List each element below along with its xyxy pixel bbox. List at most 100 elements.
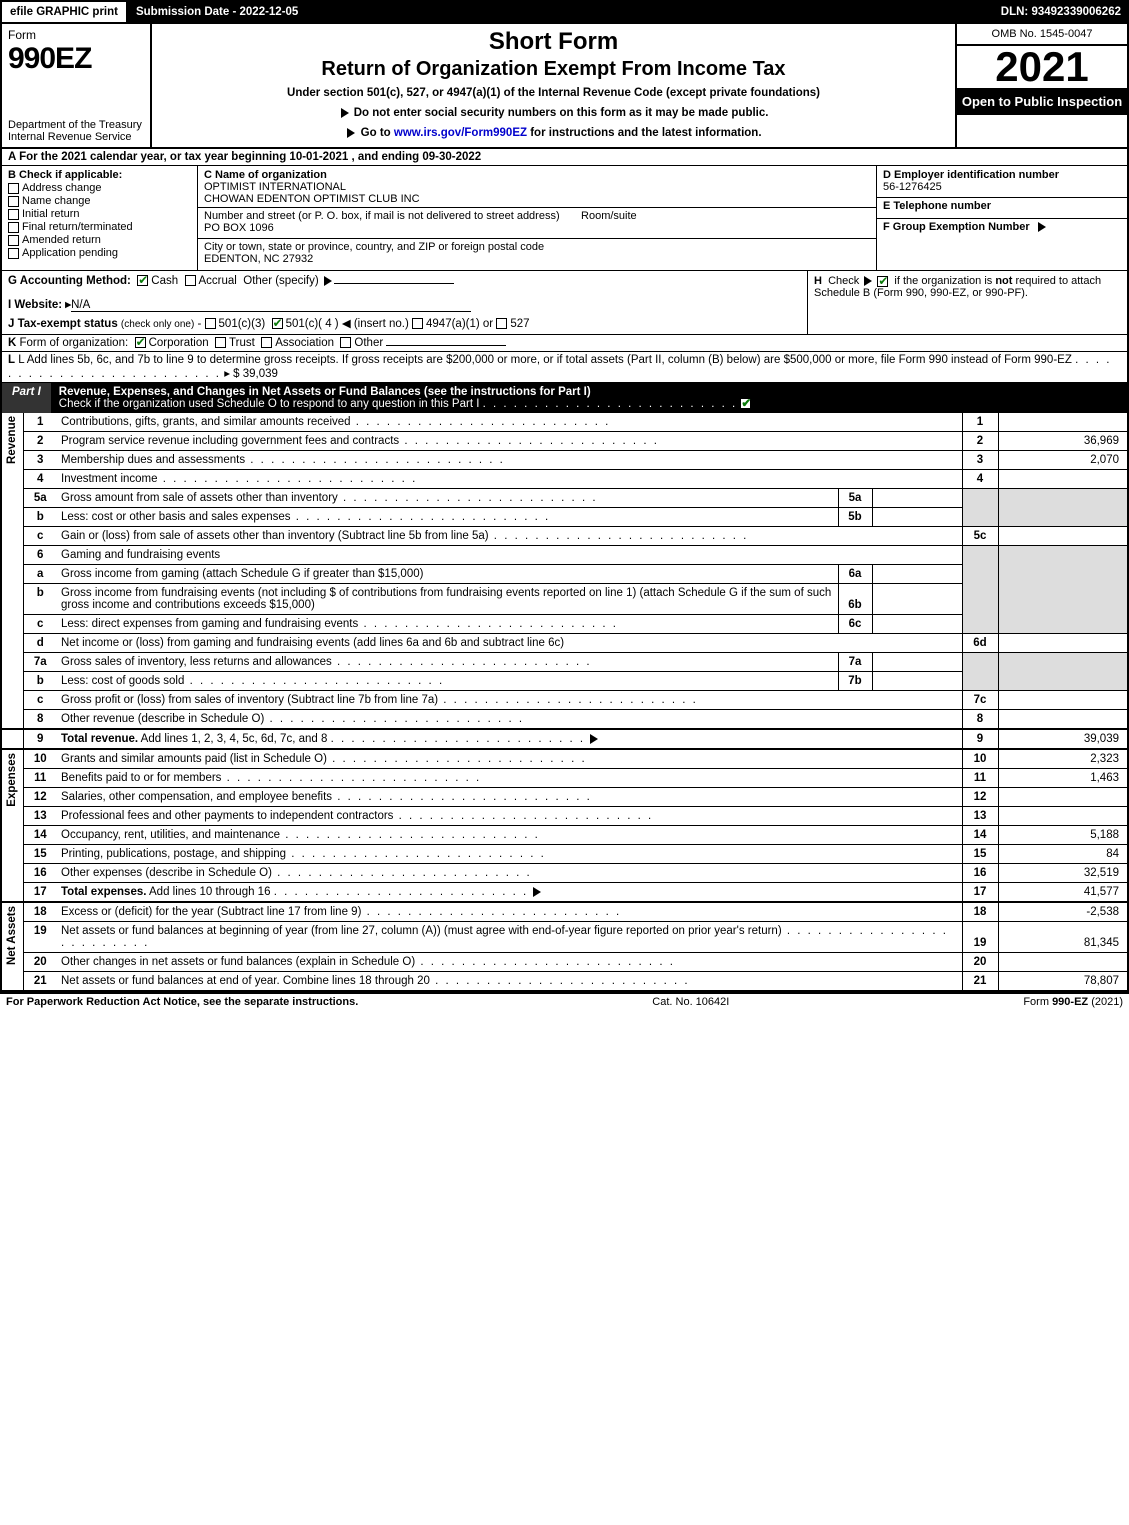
checkbox-trust[interactable] [215, 337, 226, 348]
triangle-icon [347, 128, 355, 138]
checkbox-accrual[interactable] [185, 275, 196, 286]
checkbox-4947[interactable] [412, 318, 423, 329]
header-right: OMB No. 1545-0047 2021 Open to Public In… [957, 24, 1127, 147]
table-row: dNet income or (loss) from gaming and fu… [1, 634, 1128, 653]
footer-form-ref: Form 990-EZ (2021) [1023, 996, 1123, 1008]
efile-print[interactable]: efile GRAPHIC print [0, 0, 128, 24]
triangle-icon [1038, 222, 1046, 232]
part-i-title: Revenue, Expenses, and Changes in Net As… [51, 383, 1127, 413]
table-row: 8Other revenue (describe in Schedule O)8 [1, 710, 1128, 730]
header-middle: Short Form Return of Organization Exempt… [150, 24, 957, 147]
page-footer: For Paperwork Reduction Act Notice, see … [0, 992, 1129, 1010]
checkbox-h[interactable] [877, 276, 888, 287]
table-row: aGross income from gaming (attach Schedu… [1, 565, 1128, 584]
box-d-e-f: D Employer identification number 56-1276… [877, 166, 1127, 270]
triangle-icon [341, 108, 349, 118]
box-f-label: F Group Exemption Number [883, 221, 1030, 233]
title-return: Return of Organization Exempt From Incom… [160, 58, 947, 81]
table-row: 21Net assets or fund balances at end of … [1, 972, 1128, 992]
department: Department of the Treasury Internal Reve… [8, 119, 144, 143]
checkbox-corporation[interactable] [135, 337, 146, 348]
checkbox-cash[interactable] [137, 275, 148, 286]
open-to-public: Open to Public Inspection [957, 88, 1127, 115]
box-d-label: D Employer identification number [883, 169, 1121, 181]
note-ssn: Do not enter social security numbers on … [160, 107, 947, 119]
box-c: C Name of organization OPTIMIST INTERNAT… [197, 166, 877, 270]
top-bar: efile GRAPHIC print Submission Date - 20… [0, 0, 1129, 24]
table-row: 16Other expenses (describe in Schedule O… [1, 864, 1128, 883]
table-row: 13Professional fees and other payments t… [1, 807, 1128, 826]
table-row: 6Gaming and fundraising events [1, 546, 1128, 565]
box-b: B Check if applicable: Address change Na… [2, 166, 197, 270]
checkbox-amended-return[interactable] [8, 235, 19, 246]
box-b-label: B Check if applicable: [8, 169, 122, 181]
triangle-icon [590, 734, 598, 744]
triangle-icon [533, 887, 541, 897]
checkbox-final-return[interactable] [8, 222, 19, 233]
checkbox-schedule-o[interactable] [740, 398, 751, 409]
net-assets-label: Net Assets [1, 902, 23, 991]
footer-cat-no: Cat. No. 10642I [652, 996, 729, 1008]
row-g: G Accounting Method: Cash Accrual Other … [8, 275, 801, 287]
checkbox-501c3[interactable] [205, 318, 216, 329]
triangle-icon [864, 276, 872, 286]
box-c-name-label: C Name of organization [204, 169, 870, 181]
header-left: Form 990EZ Department of the Treasury In… [2, 24, 150, 147]
table-row: 11Benefits paid to or for members111,463 [1, 769, 1128, 788]
checkbox-527[interactable] [496, 318, 507, 329]
footer-left: For Paperwork Reduction Act Notice, see … [6, 996, 358, 1008]
table-row: Revenue 1Contributions, gifts, grants, a… [1, 413, 1128, 432]
checkbox-association[interactable] [261, 337, 272, 348]
table-row: 9Total revenue. Add lines 1, 2, 3, 4, 5c… [1, 729, 1128, 749]
table-row: cLess: direct expenses from gaming and f… [1, 615, 1128, 634]
table-row: 2Program service revenue including gover… [1, 432, 1128, 451]
box-e-label: E Telephone number [877, 197, 1127, 214]
ein-value: 56-1276425 [883, 181, 1121, 193]
irs-link[interactable]: www.irs.gov/Form990EZ [394, 127, 527, 139]
checkbox-other[interactable] [340, 337, 351, 348]
row-i: I Website: ▸N/A [8, 297, 801, 312]
table-row: 15Printing, publications, postage, and s… [1, 845, 1128, 864]
row-l: L L Add lines 5b, 6c, and 7b to line 9 t… [0, 352, 1129, 383]
org-city: EDENTON, NC 27932 [204, 253, 870, 265]
table-row: 20Other changes in net assets or fund ba… [1, 953, 1128, 972]
table-row: 4Investment income4 [1, 470, 1128, 489]
note-goto: Go to www.irs.gov/Form990EZ for instruct… [160, 127, 947, 139]
checkbox-name-change[interactable] [8, 196, 19, 207]
title-short-form: Short Form [160, 28, 947, 56]
row-j: J Tax-exempt status (check only one) - 5… [8, 316, 801, 330]
table-row: 19Net assets or fund balances at beginni… [1, 922, 1128, 953]
checkbox-application-pending[interactable] [8, 248, 19, 259]
form-header: Form 990EZ Department of the Treasury In… [0, 24, 1129, 149]
table-row: cGross profit or (loss) from sales of in… [1, 691, 1128, 710]
org-street: PO BOX 1096 [204, 222, 870, 234]
checkbox-initial-return[interactable] [8, 209, 19, 220]
box-c-street-label: Number and street (or P. O. box, if mail… [204, 210, 560, 222]
row-a-tax-year: A For the 2021 calendar year, or tax yea… [0, 149, 1129, 166]
table-row: Net Assets 18Excess or (deficit) for the… [1, 902, 1128, 922]
revenue-label: Revenue [1, 413, 23, 729]
table-row: cGain or (loss) from sale of assets othe… [1, 527, 1128, 546]
checkbox-address-change[interactable] [8, 183, 19, 194]
org-name: OPTIMIST INTERNATIONAL CHOWAN EDENTON OP… [204, 181, 870, 205]
part-i-table: Revenue 1Contributions, gifts, grants, a… [0, 413, 1129, 992]
dln: DLN: 93492339006262 [993, 0, 1129, 24]
table-row: 17Total expenses. Add lines 10 through 1… [1, 883, 1128, 903]
form-number: 990EZ [8, 42, 144, 76]
form-word: Form [8, 28, 144, 42]
part-i-tag: Part I [2, 383, 51, 413]
table-row: 14Occupancy, rent, utilities, and mainte… [1, 826, 1128, 845]
table-row: bLess: cost or other basis and sales exp… [1, 508, 1128, 527]
subtitle-code: Under section 501(c), 527, or 4947(a)(1)… [160, 87, 947, 99]
triangle-icon [324, 276, 332, 286]
table-row: Expenses 10Grants and similar amounts pa… [1, 749, 1128, 769]
checkbox-501c[interactable] [272, 318, 283, 329]
table-row: 7aGross sales of inventory, less returns… [1, 653, 1128, 672]
table-row: bLess: cost of goods sold7b [1, 672, 1128, 691]
box-c-room-label: Room/suite [581, 210, 637, 222]
table-row: 5aGross amount from sale of assets other… [1, 489, 1128, 508]
row-k: K Form of organization: Corporation Trus… [0, 335, 1129, 352]
expenses-label: Expenses [1, 749, 23, 902]
row-h: H Check if the organization is not requi… [807, 271, 1127, 334]
table-row: 3Membership dues and assessments32,070 [1, 451, 1128, 470]
